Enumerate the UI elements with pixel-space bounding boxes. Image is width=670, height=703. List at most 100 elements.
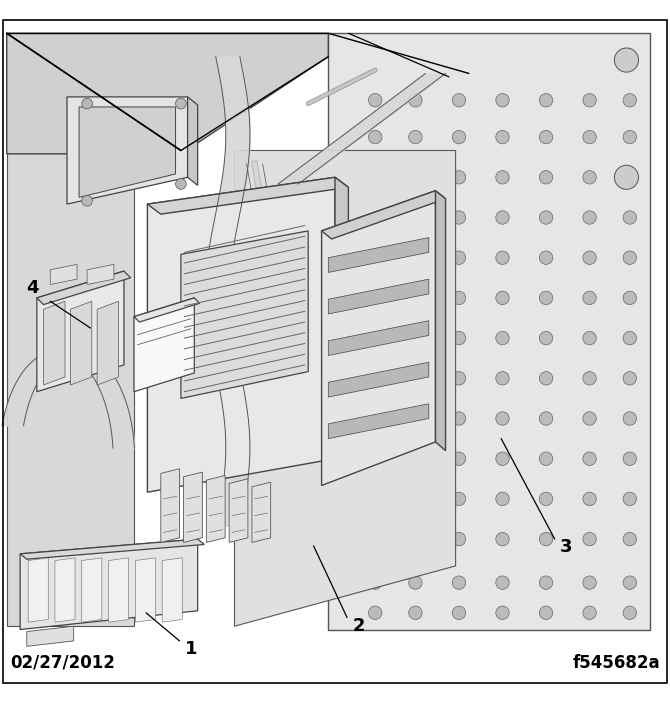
Text: 4: 4 [26,279,38,297]
Circle shape [409,452,422,465]
Circle shape [452,576,466,589]
Polygon shape [161,469,180,543]
Circle shape [623,576,636,589]
Circle shape [539,492,553,505]
Circle shape [623,492,636,505]
Circle shape [369,532,382,546]
Polygon shape [7,33,328,154]
Circle shape [539,171,553,184]
Circle shape [623,251,636,264]
Circle shape [369,492,382,505]
Circle shape [583,576,596,589]
Circle shape [623,606,636,619]
Polygon shape [109,558,129,622]
Polygon shape [328,362,429,397]
Circle shape [369,211,382,224]
Circle shape [496,211,509,224]
Polygon shape [206,475,225,543]
Circle shape [539,412,553,425]
Circle shape [539,130,553,144]
Circle shape [583,452,596,465]
Circle shape [583,291,596,304]
Circle shape [409,251,422,264]
Circle shape [452,372,466,385]
Circle shape [176,98,186,109]
Circle shape [583,251,596,264]
Polygon shape [37,271,124,392]
Circle shape [539,576,553,589]
Text: 3: 3 [560,538,572,556]
Polygon shape [322,191,436,486]
Circle shape [452,291,466,304]
Circle shape [369,412,382,425]
Polygon shape [97,302,119,385]
Text: f545682a: f545682a [572,654,660,672]
Circle shape [452,492,466,505]
Polygon shape [328,404,429,439]
Polygon shape [188,97,198,186]
Circle shape [369,331,382,344]
Circle shape [452,606,466,619]
Polygon shape [147,177,335,492]
Circle shape [623,171,636,184]
Polygon shape [44,302,65,385]
Circle shape [583,492,596,505]
Polygon shape [229,479,248,543]
Polygon shape [328,238,429,273]
Polygon shape [322,191,446,239]
Circle shape [583,130,596,144]
Circle shape [623,532,636,546]
Polygon shape [50,264,77,285]
Circle shape [583,606,596,619]
Circle shape [409,130,422,144]
Circle shape [409,171,422,184]
Circle shape [409,372,422,385]
Polygon shape [181,231,308,399]
Circle shape [369,130,382,144]
Text: 02/27/2012: 02/27/2012 [10,654,115,672]
Polygon shape [134,298,200,322]
Circle shape [409,291,422,304]
Circle shape [583,171,596,184]
Circle shape [452,452,466,465]
Circle shape [539,532,553,546]
Polygon shape [27,626,74,646]
Circle shape [452,211,466,224]
Circle shape [369,251,382,264]
Circle shape [452,93,466,107]
Circle shape [82,98,92,109]
Circle shape [452,251,466,264]
Polygon shape [184,472,202,543]
Circle shape [452,331,466,344]
Circle shape [623,452,636,465]
Circle shape [539,372,553,385]
Circle shape [539,93,553,107]
Circle shape [583,372,596,385]
Polygon shape [162,558,182,622]
Polygon shape [328,279,429,314]
Circle shape [539,606,553,619]
Circle shape [452,171,466,184]
Polygon shape [135,558,155,622]
Polygon shape [252,482,271,543]
Circle shape [614,48,639,72]
Polygon shape [79,107,176,198]
Circle shape [496,130,509,144]
Circle shape [496,492,509,505]
Polygon shape [7,137,134,626]
Polygon shape [67,97,188,204]
Circle shape [409,492,422,505]
Circle shape [623,331,636,344]
Circle shape [496,251,509,264]
Polygon shape [328,33,650,630]
Circle shape [496,452,509,465]
Circle shape [452,532,466,546]
Polygon shape [55,558,75,622]
Circle shape [496,291,509,304]
Circle shape [409,532,422,546]
Polygon shape [335,177,348,469]
Circle shape [409,331,422,344]
Circle shape [452,130,466,144]
Circle shape [623,372,636,385]
Text: 1: 1 [185,640,197,658]
